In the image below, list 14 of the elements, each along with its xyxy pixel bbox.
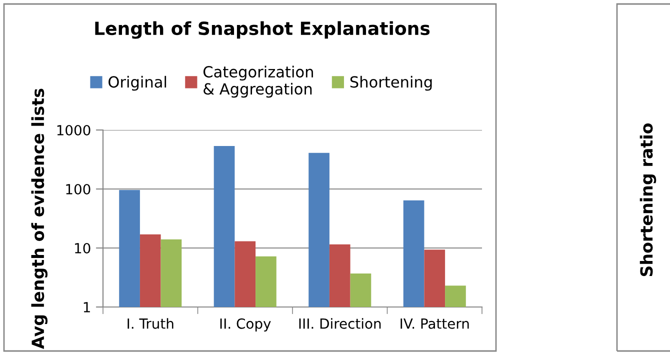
legend-label: Shortening (350, 76, 432, 91)
text: Shortening ratio (640, 123, 656, 276)
y-tick-label: 1 (84, 302, 90, 312)
legend-label: Original (108, 76, 166, 91)
x-tick-label: I. Truth (128, 318, 174, 329)
y-tick-label: 10 (75, 242, 90, 254)
x-tick-label: IV. Pattern (400, 318, 469, 329)
y-tick-label: 1000 (57, 124, 90, 136)
x-tick-label: II. Copy (220, 318, 271, 332)
x-tick-label: III. Direction (299, 318, 381, 329)
y-tick-label: 100 (66, 184, 90, 194)
y-axis-title: Avg length of evidence lists (31, 88, 48, 349)
chart-title: Length of Snapshot Explanations (95, 21, 430, 39)
legend-label: Categorization & Aggregation (203, 66, 313, 98)
